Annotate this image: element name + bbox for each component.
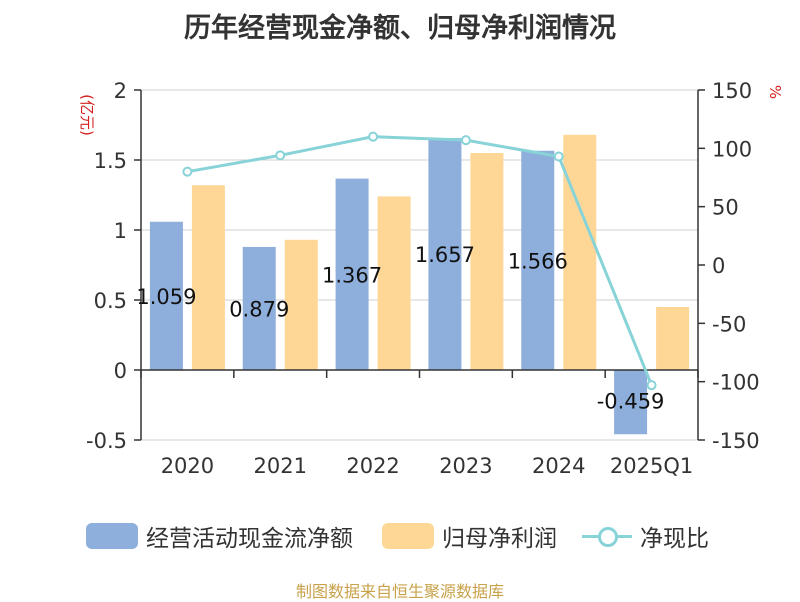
data-label-cashflow: -0.459 <box>597 389 665 413</box>
bar-profit <box>377 196 411 370</box>
x-tick-label: 2023 <box>439 454 492 478</box>
y-right-tick-label: -50 <box>712 312 746 336</box>
ratio-line-path <box>187 135 653 386</box>
legend-label-ratio: 净现比 <box>640 526 709 552</box>
ratio-point <box>368 131 379 142</box>
x-tick-label: 2021 <box>254 454 307 478</box>
y-left-tick-label: 0.5 <box>94 289 127 313</box>
y-right-tick-label: 0 <box>712 254 725 278</box>
y-left-tick-label: 2 <box>114 79 127 103</box>
legend-swatch-profit <box>382 523 434 549</box>
bar-profit <box>191 185 225 370</box>
y-right-tick-label: -150 <box>712 429 760 453</box>
y-right-tick-label: 150 <box>712 79 752 103</box>
x-tick-label: 2024 <box>532 454 585 478</box>
bar-profit <box>470 153 504 370</box>
bar-cashflow <box>521 150 555 370</box>
x-tick-label: 2020 <box>161 454 214 478</box>
bar-profit <box>284 239 318 370</box>
legend-item-cashflow: 经营活动现金流净额 <box>86 516 353 556</box>
y-right-tick-label: -100 <box>712 371 760 395</box>
bar-profit <box>563 134 597 370</box>
legend-item-profit: 归母净利润 <box>382 516 557 556</box>
data-label-cashflow: 1.367 <box>322 263 382 287</box>
chart-title: 历年经营现金净额、归母净利润情况 <box>184 13 616 44</box>
legend-label-cashflow: 经营活动现金流净额 <box>146 526 353 552</box>
data-label-cashflow: 1.657 <box>415 243 475 267</box>
legend-item-ratio: 净现比 <box>582 516 709 556</box>
ratio-point <box>275 150 286 161</box>
bar-cashflow <box>614 370 648 435</box>
y-right-tick-label: 50 <box>712 196 739 220</box>
bar-cashflow <box>242 246 276 370</box>
y-left-tick-label: 1.5 <box>94 149 127 173</box>
bar-profit <box>656 307 690 370</box>
y-right-unit: % <box>766 85 784 99</box>
bar-cashflow <box>428 138 462 370</box>
legend-label-profit: 归母净利润 <box>442 526 557 552</box>
bar-cashflow <box>149 221 183 370</box>
ratio-line <box>182 131 657 391</box>
ratio-point <box>646 380 657 391</box>
y-left-unit: (亿元) <box>78 94 96 136</box>
legend: 经营活动现金流净额 归母净利润 净现比 <box>0 516 800 556</box>
y-right-tick-label: 100 <box>712 137 752 161</box>
y-left-tick-label: 0 <box>114 359 127 383</box>
legend-swatch-cashflow <box>86 523 138 549</box>
bars <box>149 134 690 435</box>
x-tick-label: 2025Q1 <box>610 454 693 478</box>
x-tick-label: 2022 <box>346 454 399 478</box>
gridlines <box>141 89 698 441</box>
data-label-cashflow: 0.879 <box>229 297 289 321</box>
legend-swatch-ratio <box>582 523 632 549</box>
y-left-tick-label: 1 <box>114 219 127 243</box>
bar-cashflow <box>335 178 369 370</box>
y-left-tick-label: -0.5 <box>86 429 127 453</box>
source-note: 制图数据来自恒生聚源数据库 <box>295 582 504 601</box>
ratio-point <box>460 135 471 146</box>
ratio-point <box>182 166 193 177</box>
data-label-cashflow: 1.059 <box>136 285 196 309</box>
data-label-cashflow: 1.566 <box>508 249 568 273</box>
data-labels: 1.059 0.879 1.367 1.657 1.566 -0.459 <box>136 243 664 413</box>
tick-labels: 2 1.5 1 0.5 0 -0.5 150 100 50 0 -50 -100 -150 (亿元)% 20… <box>78 79 784 478</box>
ratio-point <box>553 151 564 162</box>
axes <box>134 89 705 441</box>
